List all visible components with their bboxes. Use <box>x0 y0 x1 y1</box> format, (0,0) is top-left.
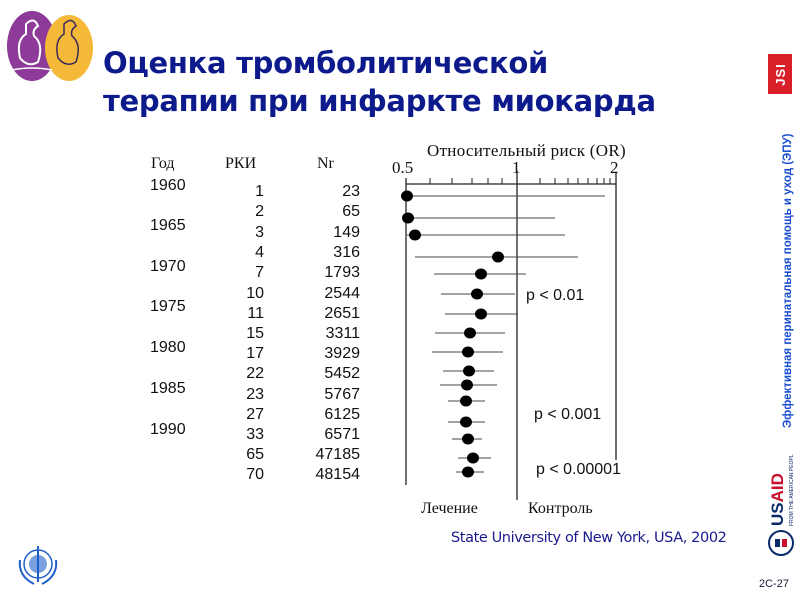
usaid-seal-icon <box>768 530 794 556</box>
rct-cell: 1 <box>255 183 264 200</box>
year-label: 1965 <box>150 217 186 234</box>
year-label: 1970 <box>150 258 186 275</box>
year-label: 1990 <box>150 421 186 438</box>
n-cell: 6571 <box>324 426 360 443</box>
x-label-control: Контроль <box>528 500 593 517</box>
rct-cell: 65 <box>246 446 264 463</box>
n-cell: 23 <box>342 183 360 200</box>
point-estimate-marker <box>462 466 474 478</box>
point-estimate-marker <box>475 308 487 320</box>
n-cell: 3311 <box>325 325 360 342</box>
annotation-p-0001: p < 0.001 <box>534 406 602 423</box>
point-estimate-marker <box>467 452 479 464</box>
n-cell: 2651 <box>324 305 360 322</box>
point-estimate-marker <box>460 416 472 428</box>
rct-cell: 15 <box>246 325 264 342</box>
point-estimate-marker <box>409 229 421 241</box>
year-label: 1960 <box>150 177 186 194</box>
rct-cell: 4 <box>255 244 264 261</box>
n-cell: 1793 <box>324 264 360 281</box>
title-line-1: Оценка тромболитической <box>103 46 549 80</box>
chart-title: Относительный риск (OR) <box>427 141 626 160</box>
pregnant-women-logo <box>7 11 93 81</box>
n-cell: 316 <box>333 244 360 261</box>
annotation-p-001: p < 0.01 <box>526 287 585 304</box>
n-cell: 5767 <box>324 386 360 403</box>
year-label: 1985 <box>150 380 186 397</box>
header-rct: РКИ <box>225 155 257 172</box>
n-cell: 5452 <box>324 365 360 382</box>
rct-cell: 11 <box>247 305 264 322</box>
header-year: Год <box>151 155 175 172</box>
x-tick-label: 2 <box>610 158 619 177</box>
slide-title: Оценка тромболитической терапии при инфа… <box>103 44 656 120</box>
point-estimate-marker <box>475 268 487 280</box>
year-label: 1980 <box>150 339 186 356</box>
header-n: Nr <box>317 155 334 172</box>
point-estimate-marker <box>464 327 476 339</box>
point-estimate-marker <box>471 288 483 300</box>
point-estimate-marker <box>492 251 504 263</box>
point-estimate-marker <box>461 379 473 391</box>
point-estimate-marker <box>463 365 475 377</box>
n-cell: 65 <box>342 203 360 220</box>
who-emblem-icon <box>18 546 58 585</box>
rct-cell: 22 <box>246 365 264 382</box>
point-estimate-marker <box>402 212 414 224</box>
rct-cell: 2 <box>255 203 264 220</box>
usaid-logo: USAID FROM THE AMERICAN PEOPLE <box>768 454 795 526</box>
x-tick-label: 1 <box>512 158 521 177</box>
annotation-p-000001: p < 0.00001 <box>536 461 621 478</box>
n-cell: 149 <box>333 224 360 241</box>
svg-text:USAID: USAID <box>768 473 787 526</box>
n-cell: 6125 <box>324 406 360 423</box>
rct-cell: 17 <box>246 345 264 362</box>
rct-cell: 10 <box>246 285 264 302</box>
point-estimate-marker <box>462 346 474 358</box>
n-cell: 2544 <box>324 285 360 302</box>
n-cell: 3929 <box>324 345 360 362</box>
x-label-treatment: Лечение <box>421 500 478 517</box>
point-estimate-marker <box>401 190 413 202</box>
rct-cell: 27 <box>246 406 264 423</box>
page-number: 2C-27 <box>759 578 789 590</box>
title-line-2: терапии при инфаркте миокарда <box>103 84 656 118</box>
source-citation: State University of New York, USA, 2002 <box>451 530 727 546</box>
x-tick-label: 0.5 <box>392 158 414 177</box>
rct-cell: 33 <box>246 426 264 443</box>
year-label: 1975 <box>150 298 186 315</box>
point-estimate-marker <box>460 395 472 407</box>
svg-text:FROM THE AMERICAN PEOPLE: FROM THE AMERICAN PEOPLE <box>789 454 795 526</box>
rct-cell: 3 <box>255 224 264 241</box>
point-estimate-marker <box>462 433 474 445</box>
n-cell: 48154 <box>315 466 361 483</box>
rct-cell: 70 <box>246 466 264 483</box>
rct-cell: 23 <box>246 386 264 403</box>
rct-cell: 7 <box>255 264 264 281</box>
n-cell: 47185 <box>315 446 361 463</box>
jsi-logo: JSI <box>768 54 792 94</box>
